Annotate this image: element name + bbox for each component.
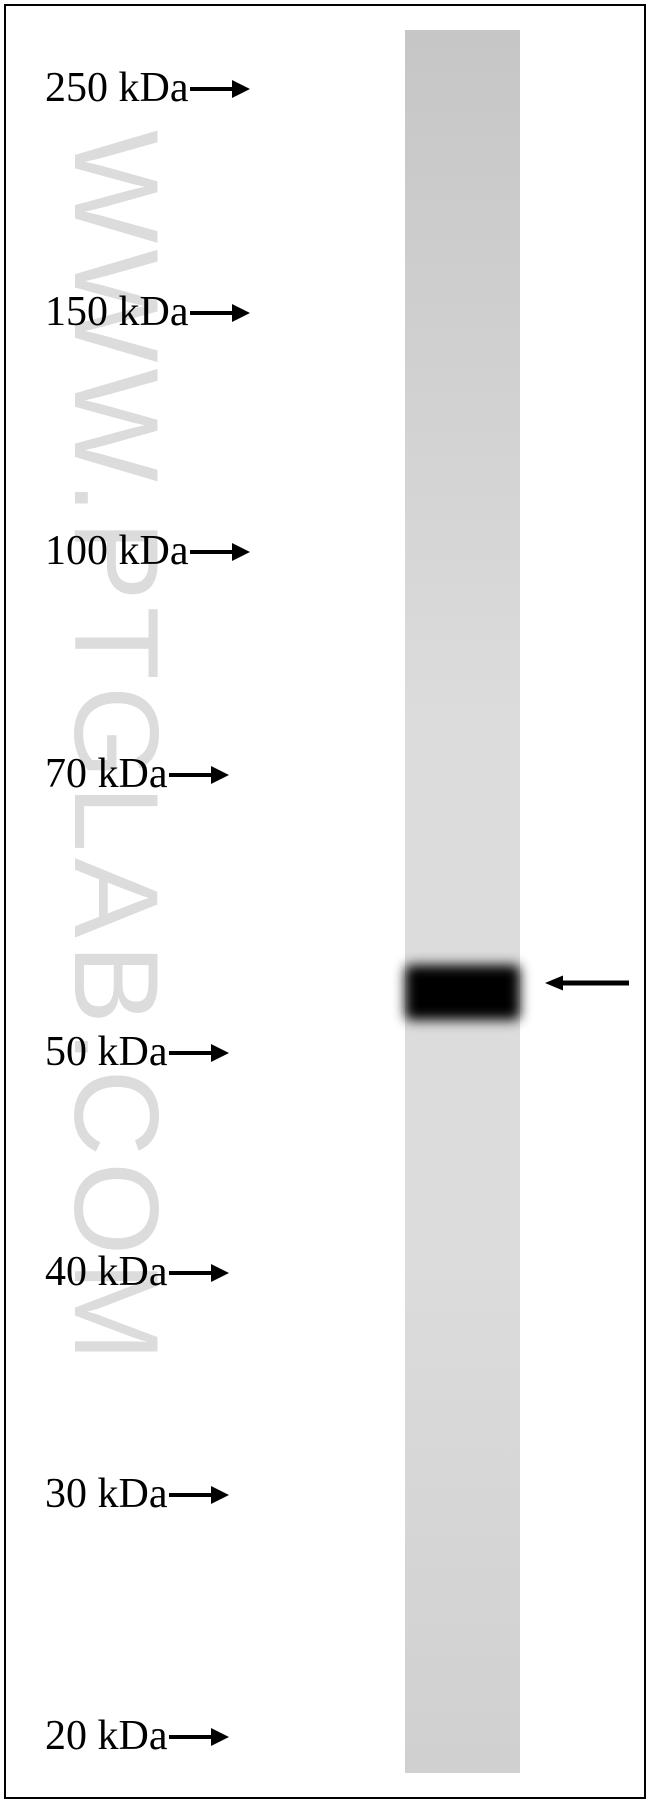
mw-marker-label: 250 kDa (45, 64, 188, 112)
mw-marker-label: 100 kDa (45, 527, 188, 575)
mw-marker-30: 30 kDa (45, 1470, 229, 1518)
mw-marker-150: 150 kDa (45, 288, 250, 336)
mw-marker-label: 30 kDa (45, 1470, 167, 1518)
mw-marker-250: 250 kDa (45, 64, 250, 112)
mw-marker-100: 100 kDa (45, 527, 250, 575)
mw-marker-40: 40 kDa (45, 1248, 229, 1296)
mw-marker-20: 20 kDa (45, 1712, 229, 1760)
arrow-right-icon (190, 527, 250, 575)
mw-marker-label: 40 kDa (45, 1248, 167, 1296)
arrow-left-icon (545, 968, 630, 998)
protein-band (405, 965, 520, 1020)
arrow-right-icon (190, 288, 250, 336)
arrow-right-icon (169, 1712, 229, 1760)
arrow-right-icon (169, 1470, 229, 1518)
arrow-right-icon (169, 1248, 229, 1296)
mw-marker-50: 50 kDa (45, 1028, 229, 1076)
mw-marker-label: 70 kDa (45, 750, 167, 798)
blot-lane (405, 30, 520, 1773)
arrow-right-icon (169, 1028, 229, 1076)
mw-marker-70: 70 kDa (45, 750, 229, 798)
mw-marker-label: 20 kDa (45, 1712, 167, 1760)
band-pointer-arrow (545, 968, 630, 998)
arrow-right-icon (169, 750, 229, 798)
arrow-right-icon (190, 64, 250, 112)
mw-marker-label: 150 kDa (45, 288, 188, 336)
mw-marker-label: 50 kDa (45, 1028, 167, 1076)
figure-border (4, 4, 646, 1799)
blot-figure: WWW.PTGLAB.COM 250 kDa150 kDa100 kDa70 k… (0, 0, 650, 1803)
